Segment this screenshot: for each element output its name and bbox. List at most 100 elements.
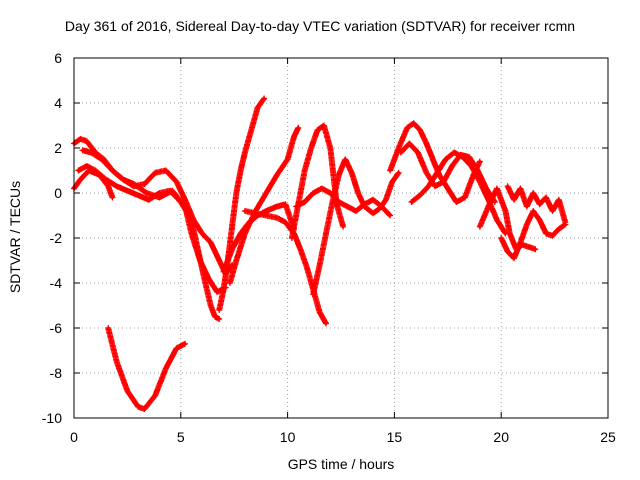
data-point [209, 241, 213, 244]
data-point [527, 245, 531, 249]
x-tick-label: 15 [387, 429, 403, 445]
data-point [309, 146, 313, 150]
data-point [215, 290, 219, 294]
data-point [264, 191, 268, 195]
data-point [157, 196, 161, 199]
data-point [407, 142, 411, 145]
series-s18 [504, 183, 569, 226]
x-axis-label: GPS time / hours [287, 456, 395, 472]
y-tick-label: -4 [50, 275, 63, 291]
data-point [446, 187, 450, 190]
data-point [525, 223, 529, 226]
data-point [324, 232, 328, 235]
data-point [550, 234, 554, 238]
data-point [262, 97, 266, 100]
data-point [320, 187, 324, 190]
data-point [538, 218, 542, 222]
data-point [557, 227, 561, 231]
data-point [145, 191, 149, 195]
data-point [264, 209, 268, 213]
data-point [243, 209, 247, 213]
data-point [207, 277, 211, 280]
series-s7 [226, 124, 302, 286]
data-point [499, 236, 503, 240]
data-point [121, 178, 125, 181]
y-tick-label: 0 [54, 185, 62, 201]
data-point [286, 157, 290, 161]
data-point [450, 164, 454, 168]
data-points [71, 95, 569, 412]
data-point [175, 180, 179, 184]
data-marker-path [397, 140, 498, 205]
y-tick-label: 2 [54, 140, 62, 156]
data-point [115, 184, 119, 188]
data-point [512, 256, 516, 260]
data-point [234, 259, 238, 262]
data-point [388, 169, 392, 172]
data-point [384, 198, 388, 202]
data-marker-path [241, 208, 329, 327]
data-point [518, 241, 522, 244]
series-s6 [216, 95, 268, 313]
data-point [153, 394, 157, 397]
data-point [424, 142, 428, 145]
data-point [85, 139, 89, 143]
data-point [78, 137, 82, 141]
data-point [557, 198, 561, 202]
y-tick-label: 4 [54, 95, 62, 111]
data-marker-path [293, 185, 394, 219]
data-point [531, 191, 535, 195]
data-point [275, 173, 279, 177]
data-point [337, 173, 341, 177]
y-tick-label: -2 [50, 230, 63, 246]
data-point [217, 308, 221, 312]
data-point [318, 310, 322, 314]
data-point [110, 169, 114, 172]
data-point [213, 315, 217, 319]
data-point [209, 304, 213, 307]
data-point [503, 232, 507, 235]
data-point [418, 193, 422, 197]
data-point [512, 198, 516, 202]
data-point [170, 189, 174, 193]
data-point [390, 180, 394, 184]
data-point [85, 164, 89, 168]
data-point [442, 180, 446, 184]
data-point [343, 157, 347, 161]
data-point [275, 205, 279, 208]
data-point [503, 209, 507, 213]
data-point [183, 198, 187, 202]
data-point [397, 171, 401, 175]
data-point [217, 259, 221, 262]
data-point [175, 346, 179, 350]
data-point [115, 360, 119, 364]
data-point [362, 202, 366, 206]
data-point [506, 184, 510, 188]
data-point [431, 157, 435, 161]
data-point [311, 191, 315, 195]
data-point [183, 342, 187, 346]
data-point [305, 265, 309, 269]
data-point [110, 196, 114, 199]
series-s17 [498, 208, 569, 262]
data-point [493, 200, 497, 204]
data-point [164, 367, 168, 370]
y-tick-label: -8 [50, 365, 63, 381]
series-s11 [310, 156, 402, 298]
data-point [412, 121, 416, 125]
data-point [296, 126, 300, 130]
data-point [380, 205, 384, 208]
x-axis-ticks: 0 5 10 15 20 25 [70, 58, 616, 445]
data-point [76, 169, 80, 172]
x-tick-label: 20 [493, 429, 509, 445]
data-point [356, 191, 360, 195]
data-point [275, 216, 279, 220]
y-axis-ticks: -10 -8 -6 -4 -2 0 2 4 6 [42, 50, 608, 426]
y-tick-label: -6 [50, 320, 63, 336]
data-point [298, 247, 302, 251]
data-marker-path [226, 124, 302, 286]
data-point [239, 232, 243, 235]
series-s5 [79, 147, 229, 295]
data-point [544, 232, 548, 235]
data-point [476, 169, 480, 172]
